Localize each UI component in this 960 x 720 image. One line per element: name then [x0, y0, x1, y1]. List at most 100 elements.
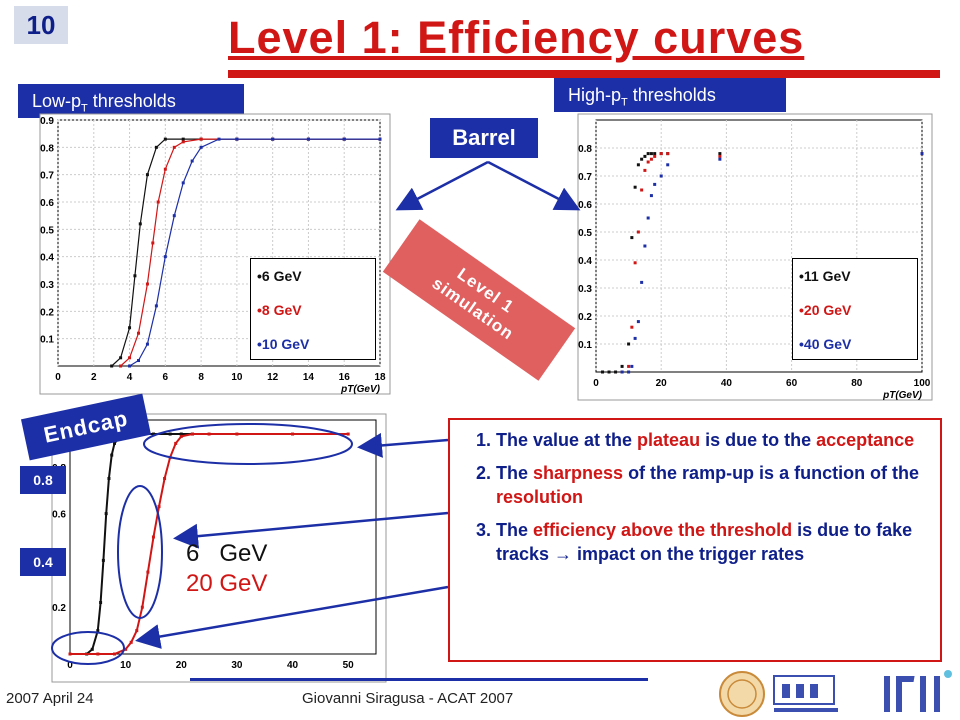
data-point — [636, 320, 640, 324]
x-tick-label: 20 — [176, 660, 188, 671]
data-point — [630, 236, 634, 240]
data-point — [163, 477, 167, 480]
data-point — [614, 370, 618, 374]
data-point — [607, 370, 611, 374]
legend-high-item: •11 GeV — [799, 268, 851, 284]
high-pt-legend: •11 GeV •20 GeV •40 GeV — [792, 258, 918, 360]
data-point — [235, 137, 239, 141]
annotation-emphasis: acceptance — [816, 430, 915, 450]
y-tick-label: 0.6 — [52, 510, 66, 521]
data-point — [633, 185, 637, 189]
data-point — [181, 181, 185, 185]
data-point — [659, 174, 663, 178]
data-point — [649, 194, 653, 198]
data-point — [235, 432, 239, 436]
annotation-text: The value at the — [496, 430, 638, 450]
data-point — [920, 152, 924, 156]
data-point — [135, 629, 139, 633]
x-tick-label: 100 — [914, 378, 931, 389]
data-point — [181, 137, 185, 141]
data-point — [154, 145, 158, 149]
y-tick-label: 0.7 — [40, 171, 54, 182]
annotation-text: is due to the — [700, 430, 817, 450]
y-tick-label: 0.5 — [40, 225, 54, 236]
x-tick-label: 0 — [67, 660, 73, 671]
y-tick-label: 0.3 — [40, 280, 54, 291]
y-tick-label: 0.8 — [578, 144, 592, 155]
legend-high-item: •40 GeV — [799, 336, 852, 352]
tail-ellipse — [51, 631, 125, 665]
data-point — [627, 342, 631, 346]
data-point — [146, 570, 150, 574]
data-point — [630, 364, 634, 368]
data-point — [104, 512, 108, 516]
data-point — [199, 145, 203, 149]
y-tick-label: 0.4 — [578, 256, 592, 267]
data-point — [643, 244, 647, 248]
data-point — [718, 152, 722, 156]
data-point — [168, 432, 172, 436]
data-point — [633, 261, 637, 265]
data-point — [156, 200, 160, 204]
plot-area — [69, 419, 377, 655]
data-point — [163, 167, 167, 171]
x-tick-label: 30 — [231, 660, 243, 671]
annotation-text: of the ramp-up is a function of the — [623, 463, 920, 483]
data-point — [96, 652, 100, 656]
annotation-emphasis: efficiency above the threshold — [533, 520, 793, 540]
infn-logo — [884, 670, 952, 712]
x-tick-label: 10 — [231, 372, 243, 383]
low-pt-chart: 0.1 0.2 0.3 0.4 0.5 0.6 0.7 0.8 0.9 0 2 4 6 8 10 12 14 16… — [39, 113, 391, 395]
plateau-ellipse — [143, 423, 353, 465]
data-point — [90, 647, 94, 651]
data-point — [627, 364, 631, 368]
data-point — [627, 370, 631, 374]
data-point — [145, 282, 149, 286]
legend-low-item: •10 GeV — [257, 336, 310, 352]
x-axis-label: pT(GeV) — [340, 384, 381, 395]
title-underline-bar — [228, 70, 940, 78]
ramp-ellipse — [117, 485, 163, 619]
data-point — [119, 356, 123, 360]
y-tick-label: 0.2 — [40, 307, 54, 318]
barrel-arrow-right — [487, 160, 581, 211]
data-point — [640, 188, 644, 192]
university-seal-logo — [719, 671, 765, 717]
arrow-tail — [135, 585, 449, 649]
data-point — [157, 505, 161, 509]
y-tick-label: 0.2 — [578, 312, 592, 323]
data-point — [181, 140, 185, 144]
data-point — [172, 214, 176, 218]
data-point — [378, 137, 382, 141]
data-point — [646, 160, 650, 164]
x-tick-label: 18 — [374, 372, 386, 383]
y-tick-label: 0.3 — [578, 284, 592, 295]
data-point — [138, 222, 142, 226]
data-point — [636, 163, 640, 167]
data-point — [151, 241, 155, 245]
data-point — [179, 432, 183, 436]
data-point — [137, 331, 140, 335]
data-point — [207, 432, 211, 436]
annotation-text: is due to fake tracks → impact on the tr… — [496, 520, 913, 564]
data-point — [342, 137, 346, 141]
data-point — [107, 477, 111, 480]
slide-number: 10 — [14, 6, 68, 44]
y-tick-label: 0.6 — [40, 198, 54, 209]
data-point — [140, 605, 144, 609]
data-point — [271, 137, 275, 141]
data-point — [145, 342, 149, 346]
y-tick-label: 0.6 — [578, 200, 592, 211]
annotation-list: The value at the plateau is due to the a… — [450, 428, 940, 566]
high-pt-label: High-pT thresholds — [554, 78, 786, 112]
x-tick-label: 40 — [287, 660, 299, 671]
barrel-arrow-left — [395, 160, 489, 211]
data-point — [630, 325, 634, 329]
legend-high-item: •20 GeV — [799, 302, 852, 318]
barrel-label: Barrel — [430, 118, 538, 158]
data-point — [128, 364, 132, 368]
threshold-badge-high: 0.8 — [20, 466, 66, 494]
low-pt-label-suffix: thresholds — [87, 91, 176, 111]
x-tick-label: 16 — [339, 372, 351, 383]
low-pt-label-sub: T — [81, 102, 88, 115]
